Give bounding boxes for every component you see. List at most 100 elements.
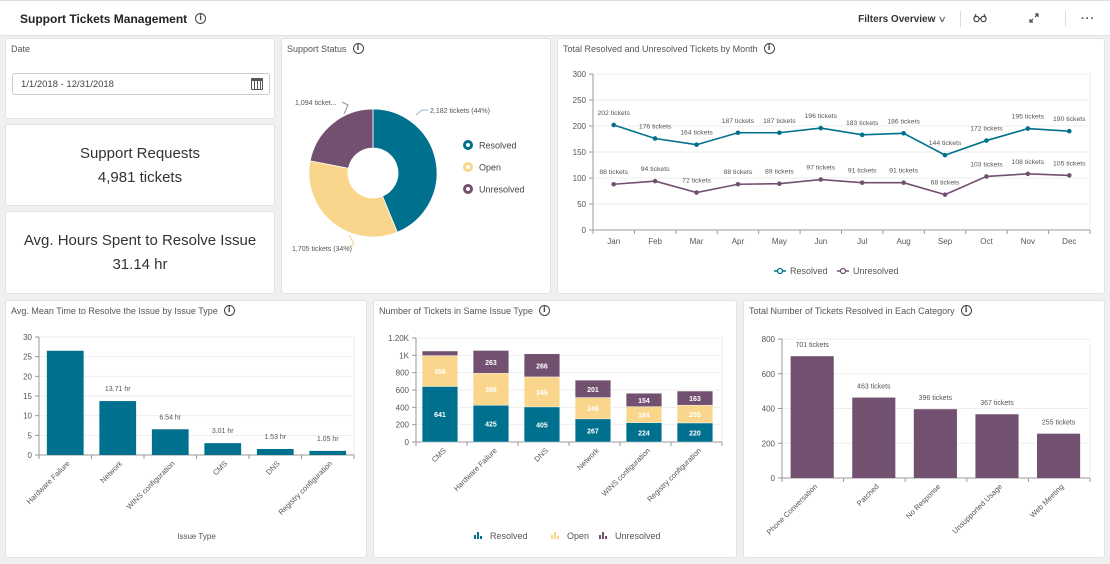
data-label: 187 tickets — [722, 118, 755, 125]
info-icon[interactable]: i — [960, 305, 972, 317]
panel-title-text: Support Status — [287, 44, 347, 54]
x-tick-label: Feb — [648, 237, 662, 246]
x-tick-label: May — [772, 237, 787, 246]
bar-segment-resolved — [421, 386, 459, 443]
data-point — [735, 130, 741, 136]
kpi-value: 4,981 tickets — [97, 169, 183, 186]
data-label: 255 tickets — [1042, 420, 1076, 427]
calendar-icon[interactable] — [251, 78, 263, 90]
legend-label: Resolved — [479, 141, 517, 151]
bar — [99, 401, 137, 455]
slice-open — [308, 160, 398, 238]
glasses-icon[interactable] — [961, 13, 999, 26]
data-label: 1,705 tickets (34%) — [292, 246, 352, 253]
legend-marker — [480, 536, 482, 539]
x-tick-label: CMS — [430, 446, 448, 464]
x-tick-label: No Response — [904, 482, 943, 521]
data-point — [942, 192, 948, 197]
legend-label: Open — [567, 531, 589, 541]
leader-line — [347, 234, 355, 249]
legend-marker — [557, 536, 559, 539]
monthly-tickets-chart: 0 50 100 150 200 250 300 Jan Feb Mar Apr May Jun Jul A… — [573, 70, 1091, 276]
legend-marker — [599, 535, 601, 539]
info-icon[interactable]: i — [538, 305, 550, 317]
support-status-chart: 2,182 tickets (44%) 1,705 tickets (34%) 1,… — [292, 100, 525, 253]
x-tick-label: Dec — [1062, 237, 1076, 246]
x-tick-label: Phone Conversation — [765, 482, 819, 536]
data-label: 144 tickets — [929, 140, 962, 147]
x-axis-title: Issue Type — [177, 532, 216, 541]
data-point — [611, 122, 617, 128]
y-tick-label: 100 — [573, 174, 587, 183]
legend-marker — [602, 532, 604, 539]
bar-segment-resolved — [523, 406, 561, 443]
y-tick-label: 20 — [23, 372, 32, 381]
data-label: 202 tickets — [597, 110, 630, 117]
data-label: 91 tickets — [889, 168, 918, 175]
x-tick-label: DNS — [532, 446, 550, 464]
data-point — [652, 136, 658, 141]
data-label: 205 — [689, 412, 701, 419]
panel-title-text: Avg. Mean Time to Resolve the Issue by I… — [11, 306, 218, 316]
data-label: 89 tickets — [765, 169, 794, 176]
legend-label: Unresolved — [853, 266, 899, 276]
legend-label: Resolved — [790, 266, 828, 276]
panel-title: Avg. Mean Time to Resolve the Issue by I… — [11, 305, 235, 317]
data-point — [611, 181, 617, 187]
x-tick-label: Web Meeting — [1028, 482, 1066, 520]
date-range-input[interactable]: 1/1/2018 - 12/31/2018 — [12, 73, 270, 95]
bar-segment-unresolved — [574, 379, 612, 398]
bar-segment-unresolved — [523, 353, 561, 378]
x-tick-label: Network — [98, 459, 124, 485]
more-icon[interactable]: ··· — [1081, 13, 1095, 25]
y-tick-label: 25 — [23, 353, 32, 362]
info-icon[interactable]: i — [763, 43, 775, 55]
divider — [960, 11, 961, 27]
info-icon[interactable]: i — [223, 305, 235, 317]
data-label: 6.54 hr — [159, 414, 181, 421]
x-tick-label: Registry configuration — [277, 459, 335, 517]
legend-marker — [776, 267, 784, 275]
data-label: 201 — [587, 387, 599, 394]
data-point — [1025, 126, 1031, 131]
expand-icon[interactable] — [1015, 12, 1053, 26]
data-point — [777, 181, 782, 187]
y-tick-label: 400 — [762, 405, 776, 414]
data-label: 163 — [689, 396, 701, 403]
y-tick-label: 15 — [23, 392, 32, 401]
dashboard-title-text: Support Tickets Management — [20, 12, 188, 26]
data-label: 105 tickets — [1053, 160, 1086, 167]
filters-overview-label: Filters Overview — [858, 13, 936, 25]
filters-overview-dropdown[interactable]: Filters Overview ∨ — [858, 13, 948, 25]
data-point — [694, 142, 699, 148]
data-label: 367 tickets — [980, 400, 1014, 407]
y-tick-label: 150 — [573, 148, 587, 157]
panel-title-text: Number of Tickets in Same Issue Type — [379, 306, 533, 316]
info-icon[interactable]: i — [195, 13, 207, 25]
x-tick-label: Jun — [814, 237, 827, 246]
bar — [1037, 433, 1081, 478]
legend-label: Unresolved — [615, 531, 661, 541]
y-tick-label: 5 — [28, 431, 33, 440]
data-point — [984, 174, 989, 179]
y-tick-label: 600 — [396, 386, 410, 395]
bar-segment-unresolved — [676, 390, 714, 406]
y-tick-label: 30 — [23, 333, 32, 342]
y-tick-label: 1.20K — [388, 334, 410, 343]
data-label: 267 — [587, 428, 599, 435]
kpi-label: Support Requests — [79, 145, 201, 162]
y-tick-label: 400 — [396, 403, 410, 412]
dashboard-header: Support Tickets Management i Filters Over… — [0, 0, 1110, 36]
data-label: 184 — [638, 413, 650, 420]
data-point — [818, 125, 824, 131]
info-icon[interactable]: i — [352, 43, 364, 55]
data-label: 186 tickets — [887, 118, 920, 125]
data-point — [942, 152, 948, 158]
data-point — [1066, 128, 1072, 134]
chevron-down-icon: ∨ — [938, 13, 948, 24]
legend-label: Resolved — [490, 531, 528, 541]
x-tick-label: Apr — [732, 237, 745, 246]
data-label: 164 tickets — [680, 130, 713, 137]
y-tick-label: 800 — [396, 369, 410, 378]
y-tick-label: 0 — [582, 226, 587, 235]
